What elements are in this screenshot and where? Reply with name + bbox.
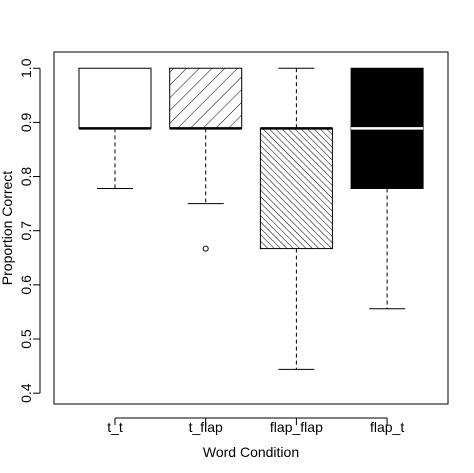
- y-tick-label: 0.4: [18, 383, 34, 403]
- y-axis: 0.4 0.5 0.6 0.7 0.8 0.9 1.0: [18, 58, 41, 403]
- x-tick-label: t_t: [107, 419, 123, 435]
- box-body: [78, 67, 152, 129]
- y-tick-label: 0.8: [18, 167, 34, 187]
- box-t_t: [78, 67, 152, 189]
- box-flap_flap: [259, 67, 333, 370]
- x-tick-label: t_flap: [189, 419, 223, 435]
- x-axis: t_t t_flap flap_flap flap_t: [107, 417, 404, 435]
- y-tick-label: 0.9: [18, 112, 34, 132]
- y-tick-label: 0.5: [18, 329, 34, 349]
- y-tick-label: 1.0: [18, 58, 34, 78]
- box-flap_t: [350, 67, 424, 310]
- plot-frame: [53, 51, 449, 405]
- x-axis-label: Word Condition: [203, 444, 299, 460]
- y-tick-label: 0.6: [18, 275, 34, 295]
- box-t_flap: [169, 67, 243, 252]
- y-axis-label: Proportion Correct: [0, 171, 15, 285]
- x-tick-label: flap_t: [370, 419, 404, 435]
- boxes: [78, 67, 424, 370]
- box-body: [169, 67, 243, 129]
- y-tick-label: 0.7: [18, 221, 34, 241]
- outlier-point: [202, 245, 209, 252]
- x-tick-label: flap_flap: [270, 419, 323, 435]
- box-body: [259, 127, 333, 250]
